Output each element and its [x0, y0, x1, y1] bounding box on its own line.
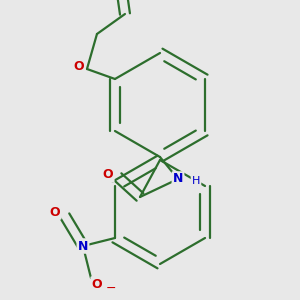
Text: −: −: [106, 281, 116, 295]
Text: O: O: [103, 169, 113, 182]
Text: H: H: [192, 176, 200, 186]
Text: N: N: [78, 239, 88, 253]
Text: O: O: [74, 61, 84, 74]
Text: N: N: [173, 172, 183, 185]
Text: O: O: [92, 278, 102, 290]
Text: O: O: [50, 206, 60, 218]
